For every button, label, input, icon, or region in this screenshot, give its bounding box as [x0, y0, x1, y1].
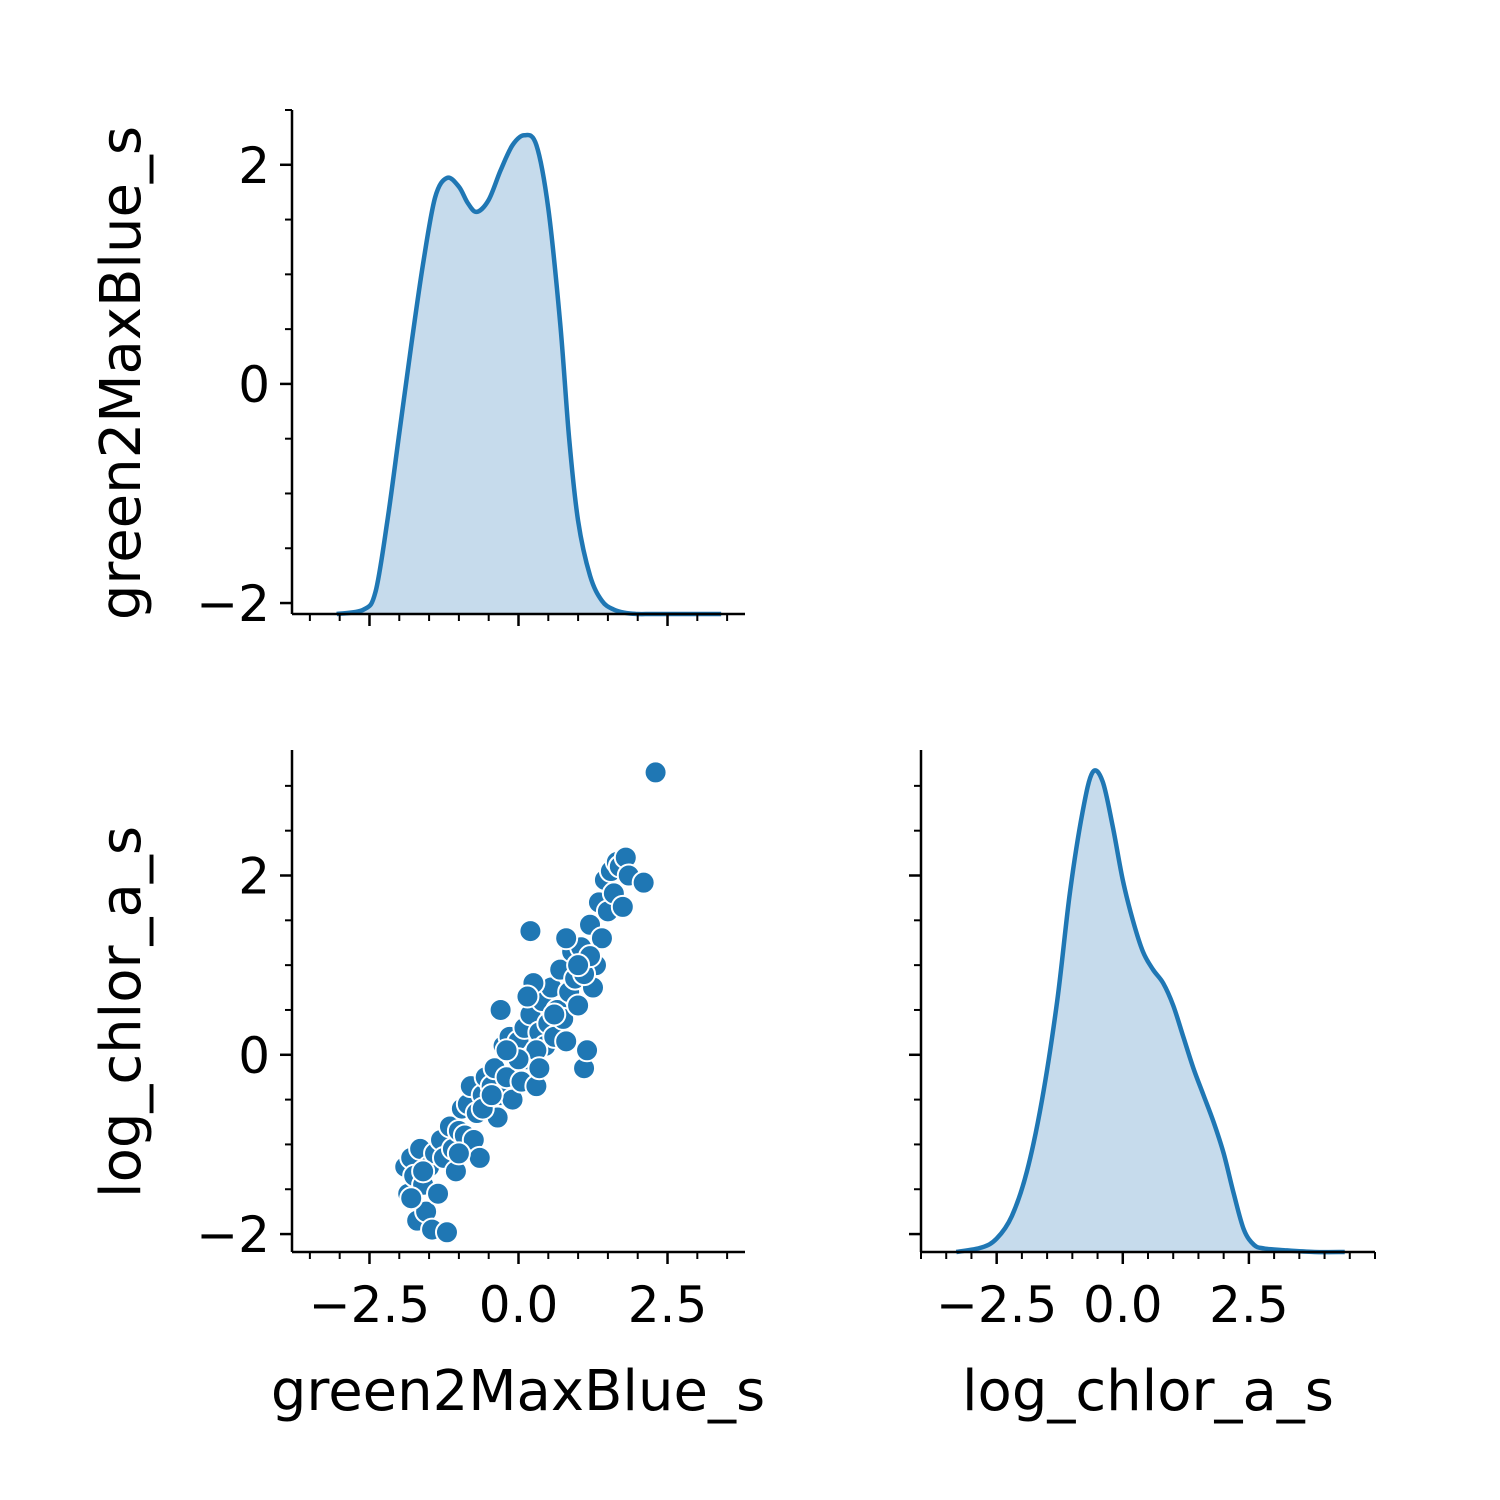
scatter-point: [554, 1029, 579, 1054]
x-tick-label: 2.5: [1209, 1276, 1289, 1334]
scatter-point: [434, 1220, 459, 1245]
panel-1-ylabel: log_chlor_a_s: [89, 826, 154, 1198]
scatter-point: [467, 1145, 492, 1170]
y-tick-label: 2: [238, 137, 270, 195]
kde-area-fill: [336, 135, 722, 615]
x-tick-label: 0.0: [479, 1276, 559, 1334]
x-tick-label: 2.5: [628, 1276, 708, 1334]
scatter-point: [566, 953, 591, 978]
scatter-point: [566, 993, 591, 1018]
panel-0-ylabel: green2MaxBlue_s: [89, 126, 154, 620]
scatter-point: [589, 926, 614, 951]
kde-area-fill: [956, 770, 1345, 1253]
kde-log_chlor_a_s-panel: −2.5 0.0 2.5: [909, 750, 1376, 1334]
scatter-point: [479, 1083, 504, 1108]
scatter-point: [542, 1002, 567, 1027]
scatter-point: [554, 926, 579, 951]
scatter-green2MaxBlue_s-vs-log_chlor_a_s-panel: −2 0 2 −2.5 0.0 2.5: [196, 750, 745, 1334]
scatter-point: [446, 1141, 471, 1166]
scatter-point: [631, 870, 656, 895]
y-tick-label: 2: [238, 848, 270, 906]
scatter-point: [426, 1181, 451, 1206]
panel-2-xlabel: log_chlor_a_s: [962, 1359, 1334, 1424]
kde-green2MaxBlue_s-panel: −2 0 2: [196, 109, 745, 633]
scatter-point: [399, 1186, 424, 1211]
scatter-point: [610, 894, 635, 919]
y-tick-label: −2: [196, 575, 270, 633]
scatter-point: [494, 1038, 519, 1063]
y-tick-label: 0: [238, 1027, 270, 1085]
scatter-point: [411, 1159, 436, 1184]
x-tick-label: −2.5: [936, 1276, 1057, 1334]
scatter-point: [643, 760, 668, 785]
scatter-point: [518, 919, 543, 944]
y-tick-label: −2: [196, 1206, 270, 1264]
scatter-point: [488, 997, 513, 1022]
scatter-point: [575, 1038, 600, 1063]
panel-1-xlabel: green2MaxBlue_s: [271, 1359, 765, 1424]
y-tick-label: 0: [238, 356, 270, 414]
scatter-point: [527, 1056, 552, 1081]
x-tick-label: 0.0: [1083, 1276, 1163, 1334]
kde-density-line: [955, 768, 1345, 1255]
scatter-point: [515, 984, 540, 1009]
x-tick-label: −2.5: [309, 1276, 430, 1334]
